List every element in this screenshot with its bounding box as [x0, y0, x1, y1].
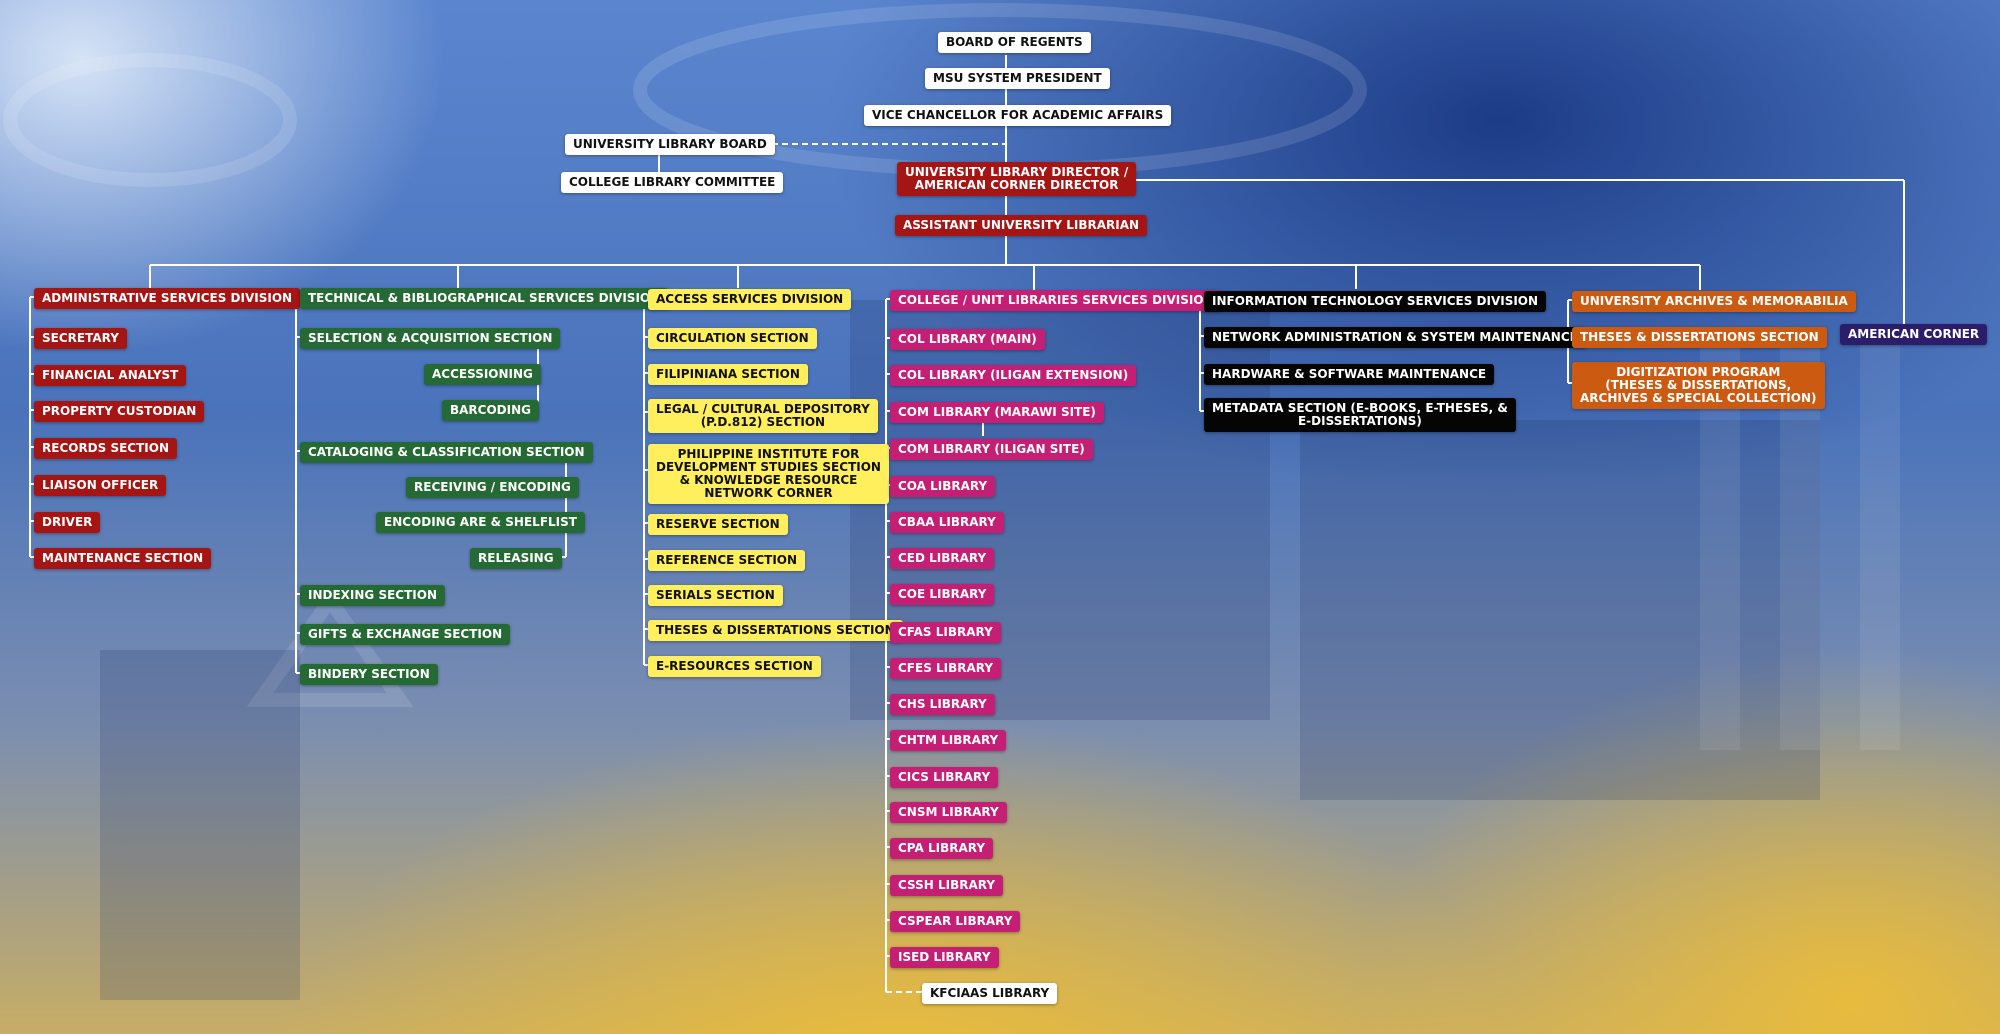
- college-library-item: CICS LIBRARY: [890, 767, 999, 788]
- assistant-librarian-box: ASSISTANT UNIVERSITY LIBRARIAN: [895, 215, 1148, 236]
- selection-item: BARCODING: [442, 400, 539, 421]
- college-library-item: CNSM LIBRARY: [890, 802, 1007, 823]
- college-library-item: COE LIBRARY: [890, 584, 995, 605]
- selection-item: ACCESSIONING: [424, 364, 541, 385]
- university-library-board-box: UNIVERSITY LIBRARY BOARD: [565, 134, 775, 155]
- access-item: LEGAL / CULTURAL DEPOSITORY (P.D.812) SE…: [648, 399, 878, 433]
- access-item: FILIPINIANA SECTION: [648, 364, 808, 385]
- american-corner-box: AMERICAN CORNER: [1840, 324, 1988, 345]
- college-library-item: COM LIBRARY (ILIGAN SITE): [890, 439, 1093, 460]
- admin-item: RECORDS SECTION: [34, 438, 178, 459]
- college-library-item: ISED LIBRARY: [890, 947, 999, 968]
- college-library-committee-box: COLLEGE LIBRARY COMMITTEE: [561, 172, 784, 193]
- access-item: E-RESOURCES SECTION: [648, 656, 821, 677]
- college-library-item: COL LIBRARY (ILIGAN EXTENSION): [890, 365, 1137, 386]
- admin-item: MAINTENANCE SECTION: [34, 548, 212, 569]
- college-library-item: COA LIBRARY: [890, 476, 996, 497]
- college-library-item: CFES LIBRARY: [890, 658, 1002, 679]
- college-library-item: COL LIBRARY (MAIN): [890, 329, 1045, 350]
- admin-division-head: ADMINISTRATIVE SERVICES DIVISION: [34, 288, 301, 309]
- technical-division-head: TECHNICAL & BIBLIOGRAPHICAL SERVICES DIV…: [300, 288, 669, 309]
- college-library-item: CHS LIBRARY: [890, 694, 995, 715]
- library-director-box: UNIVERSITY LIBRARY DIRECTOR / AMERICAN C…: [897, 162, 1137, 196]
- it-item: METADATA SECTION (E-BOOKS, E-THESES, & E…: [1204, 398, 1516, 432]
- bindery-section: BINDERY SECTION: [300, 664, 438, 685]
- cataloging-item: RECEIVING / ENCODING: [406, 477, 579, 498]
- board-of-regents-box: BOARD OF REGENTS: [938, 32, 1091, 53]
- college-library-item: CHTM LIBRARY: [890, 730, 1007, 751]
- it-item: HARDWARE & SOFTWARE MAINTENANCE: [1204, 364, 1495, 385]
- admin-item: SECRETARY: [34, 328, 127, 349]
- college-library-item: CED LIBRARY: [890, 548, 995, 569]
- selection-section: SELECTION & ACQUISITION SECTION: [300, 328, 561, 349]
- access-division-head: ACCESS SERVICES DIVISION: [648, 289, 852, 310]
- access-item: RESERVE SECTION: [648, 514, 788, 535]
- access-item: SERIALS SECTION: [648, 585, 783, 606]
- college-division-head: COLLEGE / UNIT LIBRARIES SERVICES DIVISI…: [890, 290, 1222, 311]
- it-item: NETWORK ADMINISTRATION & SYSTEM MAINTENA…: [1204, 327, 1586, 348]
- system-president-box: MSU SYSTEM PRESIDENT: [925, 68, 1110, 89]
- gifts-section: GIFTS & EXCHANGE SECTION: [300, 624, 511, 645]
- college-library-item: CBAA LIBRARY: [890, 512, 1004, 533]
- access-item: PHILIPPINE INSTITUTE FOR DEVELOPMENT STU…: [648, 444, 889, 504]
- it-division-head: INFORMATION TECHNOLOGY SERVICES DIVISION: [1204, 291, 1547, 312]
- college-library-item: CSSH LIBRARY: [890, 875, 1004, 896]
- cataloging-item: RELEASING: [470, 548, 562, 569]
- archives-item: DIGITIZATION PROGRAM (THESES & DISSERTAT…: [1572, 362, 1825, 409]
- admin-item: DRIVER: [34, 512, 101, 533]
- archives-item: THESES & DISSERTATIONS SECTION: [1572, 327, 1827, 348]
- cataloging-section: CATALOGING & CLASSIFICATION SECTION: [300, 442, 593, 463]
- college-library-item: CPA LIBRARY: [890, 838, 994, 859]
- cataloging-item: ENCODING ARE & SHELFLIST: [376, 512, 585, 533]
- kfciaas-library-box: KFCIAAS LIBRARY: [922, 983, 1058, 1004]
- access-item: REFERENCE SECTION: [648, 550, 806, 571]
- admin-item: PROPERTY CUSTODIAN: [34, 401, 205, 422]
- admin-item: FINANCIAL ANALYST: [34, 365, 187, 386]
- college-library-item: CFAS LIBRARY: [890, 622, 1001, 643]
- college-library-item: COM LIBRARY (MARAWI SITE): [890, 402, 1104, 423]
- indexing-section: INDEXING SECTION: [300, 585, 445, 606]
- access-item: CIRCULATION SECTION: [648, 328, 817, 349]
- vice-chancellor-box: VICE CHANCELLOR FOR ACADEMIC AFFAIRS: [864, 105, 1172, 126]
- access-item: THESES & DISSERTATIONS SECTION: [648, 620, 903, 641]
- admin-item: LIAISON OFFICER: [34, 475, 167, 496]
- college-library-item: CSPEAR LIBRARY: [890, 911, 1021, 932]
- archives-division-head: UNIVERSITY ARCHIVES & MEMORABILIA: [1572, 291, 1856, 312]
